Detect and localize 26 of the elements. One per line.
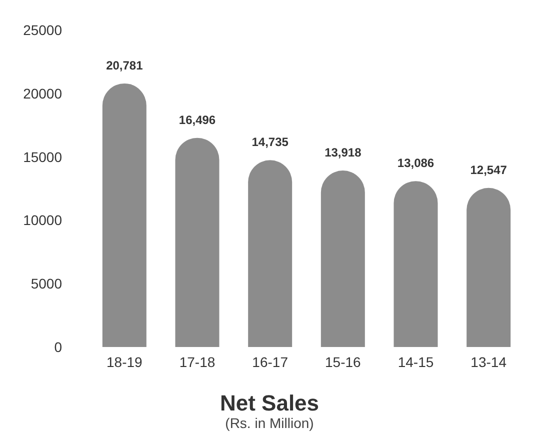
bar: [248, 160, 292, 347]
x-tick-label: 18-19: [106, 354, 143, 370]
bar: [394, 181, 438, 347]
x-tick-label: 16-17: [252, 354, 288, 370]
x-tick-label: 13-14: [470, 354, 507, 370]
data-label: 12,547: [470, 162, 508, 177]
x-tick-label: 14-15: [398, 354, 434, 370]
data-label: 16,496: [178, 112, 216, 127]
data-label: 20,781: [106, 58, 144, 72]
bar: [466, 188, 511, 347]
text: (Rs. in Million): [225, 415, 314, 431]
y-tick-label: 25000: [23, 22, 62, 38]
y-tick-label: 20000: [23, 85, 62, 102]
data-label: 13,086: [397, 156, 434, 170]
y-tick-label: 0: [54, 339, 62, 355]
text: Net Sales: [220, 390, 320, 416]
data-label: 13,918: [324, 146, 362, 160]
bar: [175, 138, 220, 347]
y-tick-label: 10000: [23, 212, 62, 228]
bar: [320, 170, 365, 347]
x-tick-label: 17-18: [179, 354, 216, 370]
y-tick-label: 5000: [30, 276, 62, 292]
bar: [102, 83, 146, 347]
y-tick-label: 15000: [23, 148, 62, 165]
x-tick-label: 15-16: [325, 354, 362, 370]
data-label: 14,735: [252, 135, 289, 150]
